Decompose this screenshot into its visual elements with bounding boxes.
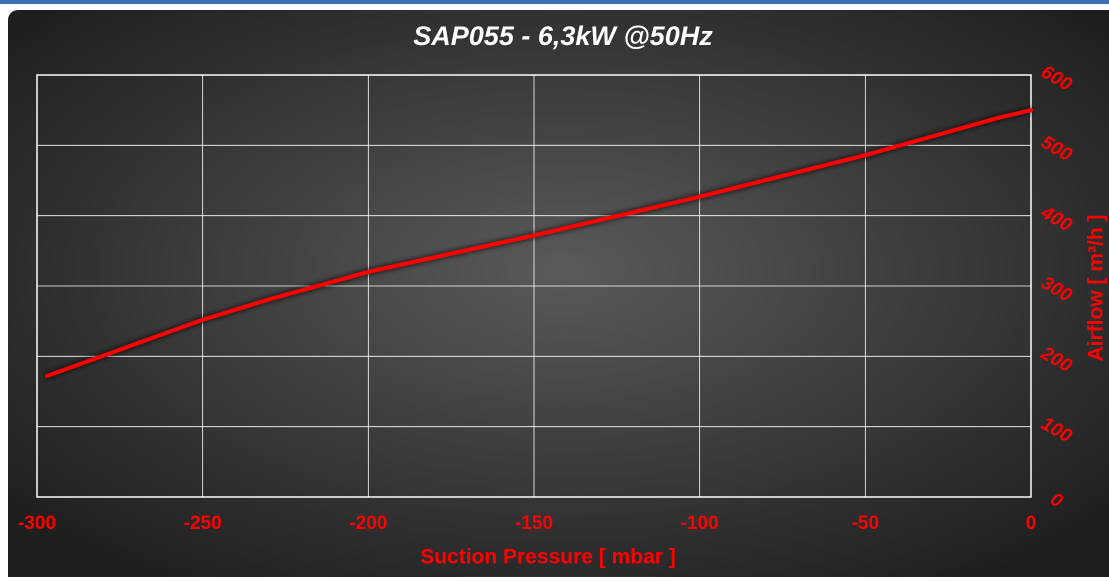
chart-panel [8,10,1109,582]
x-tick-label: 0 [1026,513,1037,534]
chart-title: SAP055 - 6,3kW @50Hz [413,21,713,51]
x-tick-label: -300 [18,513,56,534]
x-tick-label: -100 [681,513,719,534]
x-axis-label: Suction Pressure [ mbar ] [420,546,676,569]
y-axis-label: Airflow [ m³/h ] [1085,215,1108,362]
plot-frame [36,74,1032,498]
x-tick-label: -200 [349,513,387,534]
x-tick-label: -150 [515,513,553,534]
x-tick-label: -50 [852,513,879,534]
top-strip [0,0,1109,4]
x-tick-label: -250 [184,513,222,534]
data-line [44,108,1033,378]
